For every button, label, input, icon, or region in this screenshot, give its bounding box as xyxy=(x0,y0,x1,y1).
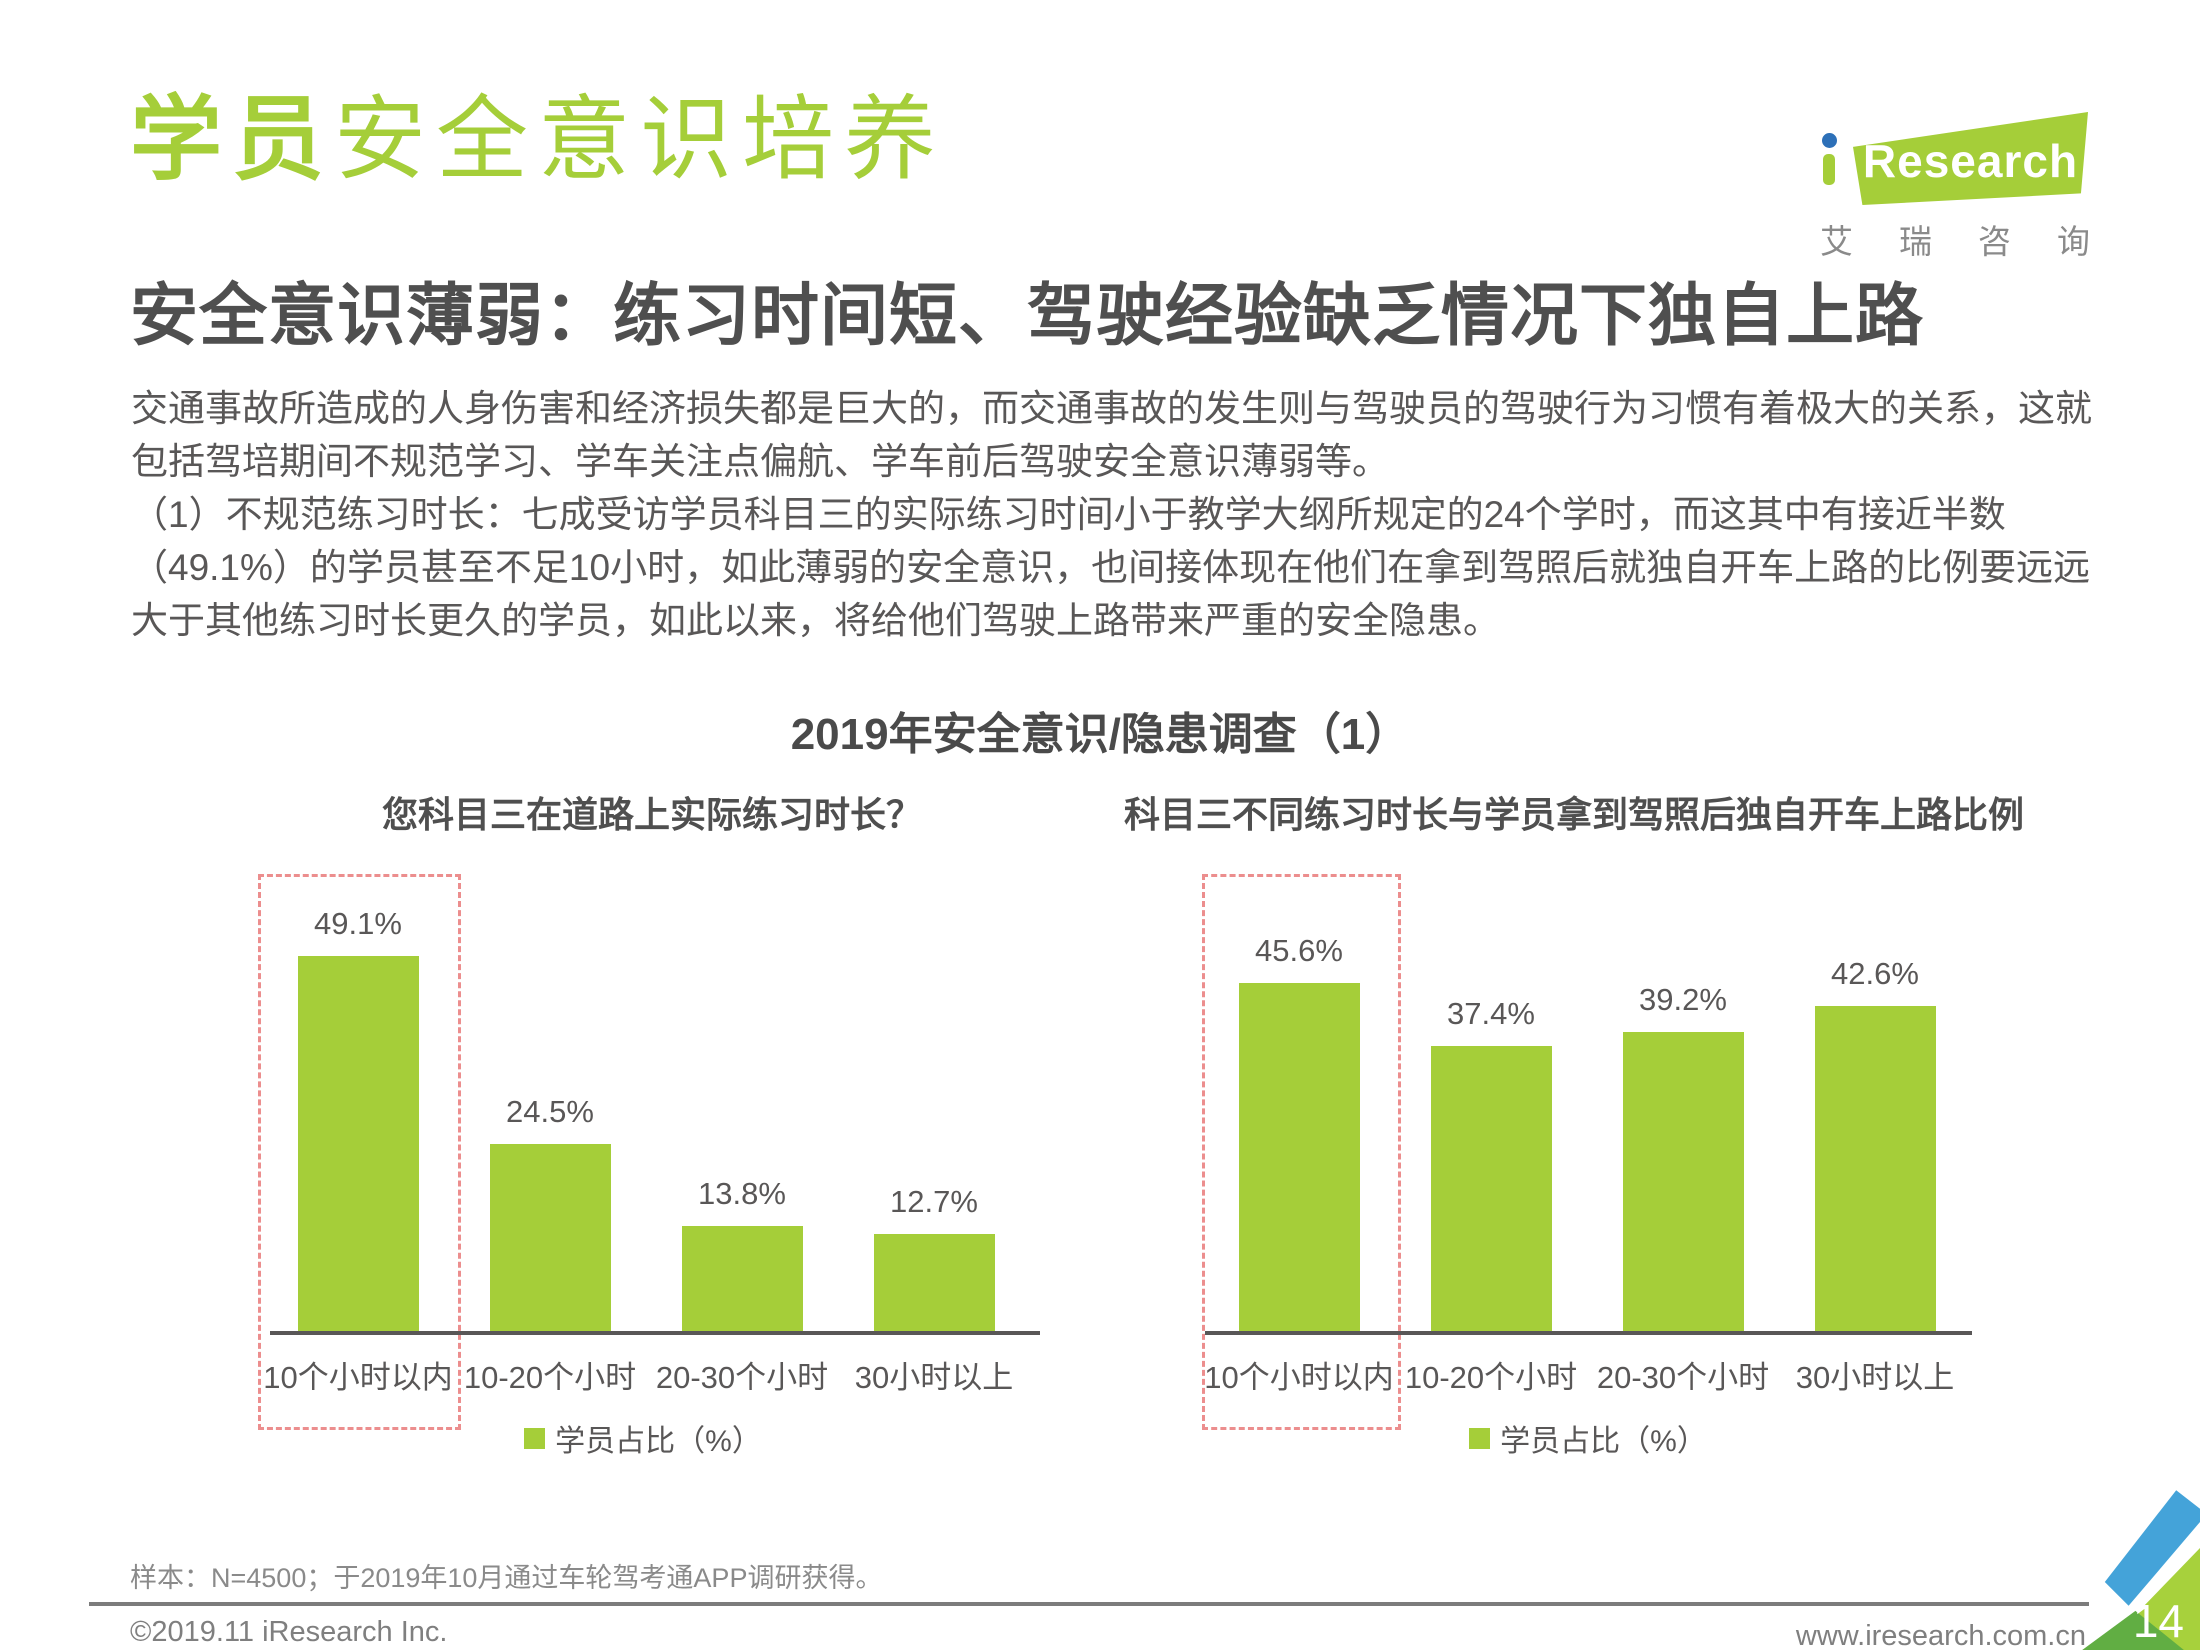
bar xyxy=(1814,1006,1936,1331)
bar xyxy=(1622,1032,1744,1331)
category-label: 20-30个小时 xyxy=(1596,1360,1770,1395)
website-url: www.iresearch.com.cn xyxy=(1795,1620,2086,1650)
body-line: （49.1%）的学员甚至不足10小时，如此薄弱的安全意识，也间接体现在他们在拿到… xyxy=(131,547,2091,588)
bar-value-label: 12.7% xyxy=(890,1184,978,1219)
bar xyxy=(489,1144,611,1331)
copyright-text: ©2019.11 iResearch Inc. xyxy=(130,1616,448,1648)
body-line: 大于其他练习时长更久的学员，如此以来，将给他们驾驶上路带来严重的安全隐患。 xyxy=(131,600,1500,641)
bar-value-label: 39.2% xyxy=(1639,982,1727,1017)
body-line: （1）不规范练习时长：七成受访学员科目三的实际练习时间小于教学大纲所规定的24个… xyxy=(131,494,2006,535)
highlight-dashed-box xyxy=(1202,874,1401,1430)
page-subtitle: 安全意识薄弱：练习时间短、驾驶经验缺乏情况下独自上路 xyxy=(130,278,1925,354)
section-title: 2019年安全意识/隐患调查（1） xyxy=(790,710,1410,759)
highlight-dashed-box xyxy=(258,874,461,1430)
bar xyxy=(681,1226,803,1331)
x-axis xyxy=(270,1331,1040,1335)
bar xyxy=(873,1234,995,1331)
category-label: 30小时以上 xyxy=(854,1360,1014,1395)
x-axis xyxy=(1205,1331,1972,1335)
category-label: 10个小时以内 xyxy=(1204,1360,1394,1395)
legend-label: 学员占比（%） xyxy=(555,1425,762,1458)
category-label: 30小时以上 xyxy=(1795,1360,1955,1395)
bar xyxy=(1238,983,1360,1331)
bar-value-label: 45.6% xyxy=(1255,933,1343,968)
corner-ribbon: 14 xyxy=(2030,1480,2200,1650)
legend-swatch-icon xyxy=(1469,1427,1491,1449)
sample-note: 样本：N=4500；于2019年10月通过车轮驾考通APP调研获得。 xyxy=(130,1563,883,1593)
bar-value-label: 13.8% xyxy=(698,1176,786,1211)
page-title-highlight: 学员 xyxy=(130,89,335,191)
footer-divider xyxy=(89,1602,2089,1606)
bar-value-label: 37.4% xyxy=(1447,996,1535,1031)
bar xyxy=(297,956,419,1331)
category-label: 20-30个小时 xyxy=(655,1360,829,1395)
chart-title: 科目三不同练习时长与学员拿到驾照后独自开车上路比例 xyxy=(1123,794,2024,835)
chart-legend: 学员占比（%） xyxy=(1428,1416,1748,1460)
body-paragraph: 交通事故所造成的人身伤害和经济损失都是巨大的，而交通事故的发生则与驾驶员的驾驶行… xyxy=(131,382,2092,647)
category-label: 10-20个小时 xyxy=(463,1360,637,1395)
body-line: 交通事故所造成的人身伤害和经济损失都是巨大的，而交通事故的发生则与驾驶员的驾驶行… xyxy=(131,388,2092,429)
logo-i-stem-icon xyxy=(1823,154,1835,185)
bar xyxy=(1430,1046,1552,1331)
logo-brand-text: Research xyxy=(1862,134,2079,187)
legend-label: 学员占比（%） xyxy=(1500,1425,1707,1458)
logo-flag-shape: Research xyxy=(1853,111,2088,206)
page-number: 14 xyxy=(2132,1595,2184,1647)
page-title: 学员安全意识培养 xyxy=(130,92,946,189)
logo-chinese-name: 艾瑞咨询 xyxy=(1820,223,2136,260)
body-line: 包括驾培期间不规范学习、学车关注点偏航、学车前后驾驶安全意识薄弱等。 xyxy=(131,441,1389,482)
bar-value-label: 42.6% xyxy=(1831,956,1919,991)
bar-value-label: 49.1% xyxy=(314,906,402,941)
bar-value-label: 24.5% xyxy=(506,1094,594,1129)
chart-title: 您科目三在道路上实际练习时长？ xyxy=(381,794,922,835)
category-label: 10个小时以内 xyxy=(263,1360,453,1395)
page-title-rest: 安全意识培养 xyxy=(334,89,947,191)
iresearch-logo: Research 艾瑞咨询 xyxy=(1800,100,2100,260)
legend-swatch-icon xyxy=(524,1427,546,1449)
chart-legend: 学员占比（%） xyxy=(483,1416,803,1460)
category-label: 10-20个小时 xyxy=(1404,1360,1578,1395)
logo-i-dot-icon xyxy=(1822,133,1837,148)
